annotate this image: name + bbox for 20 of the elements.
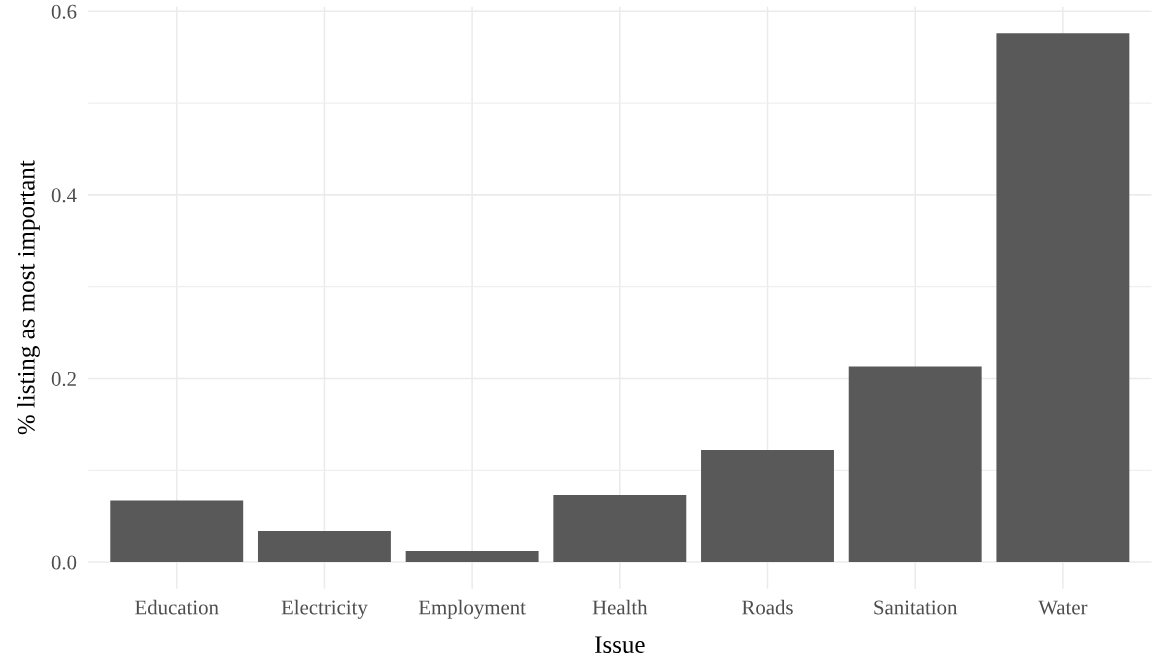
y-tick-label: 0.2 [51,371,76,387]
bar [848,366,982,563]
bar [996,33,1130,563]
x-axis-title: Issue [595,636,645,654]
y-tick-label: 0.6 [51,4,77,19]
x-tick-label: Education [135,599,219,615]
x-tick-label: Sanitation [874,600,958,615]
x-tick-label: Roads [742,599,793,615]
x-tick-label: Water [1038,600,1088,615]
bar [257,530,391,563]
bar [405,551,539,563]
bar [701,450,834,563]
bar [110,500,244,563]
bar [553,495,687,563]
x-tick-label: Electricity [281,599,368,619]
x-tick-label: Health [592,599,648,615]
y-tick-label: 0.0 [51,555,77,570]
y-axis-title: % listing as most important [17,160,40,435]
y-tick-label: 0.4 [51,188,77,203]
x-tick-label: Employment [418,599,526,619]
